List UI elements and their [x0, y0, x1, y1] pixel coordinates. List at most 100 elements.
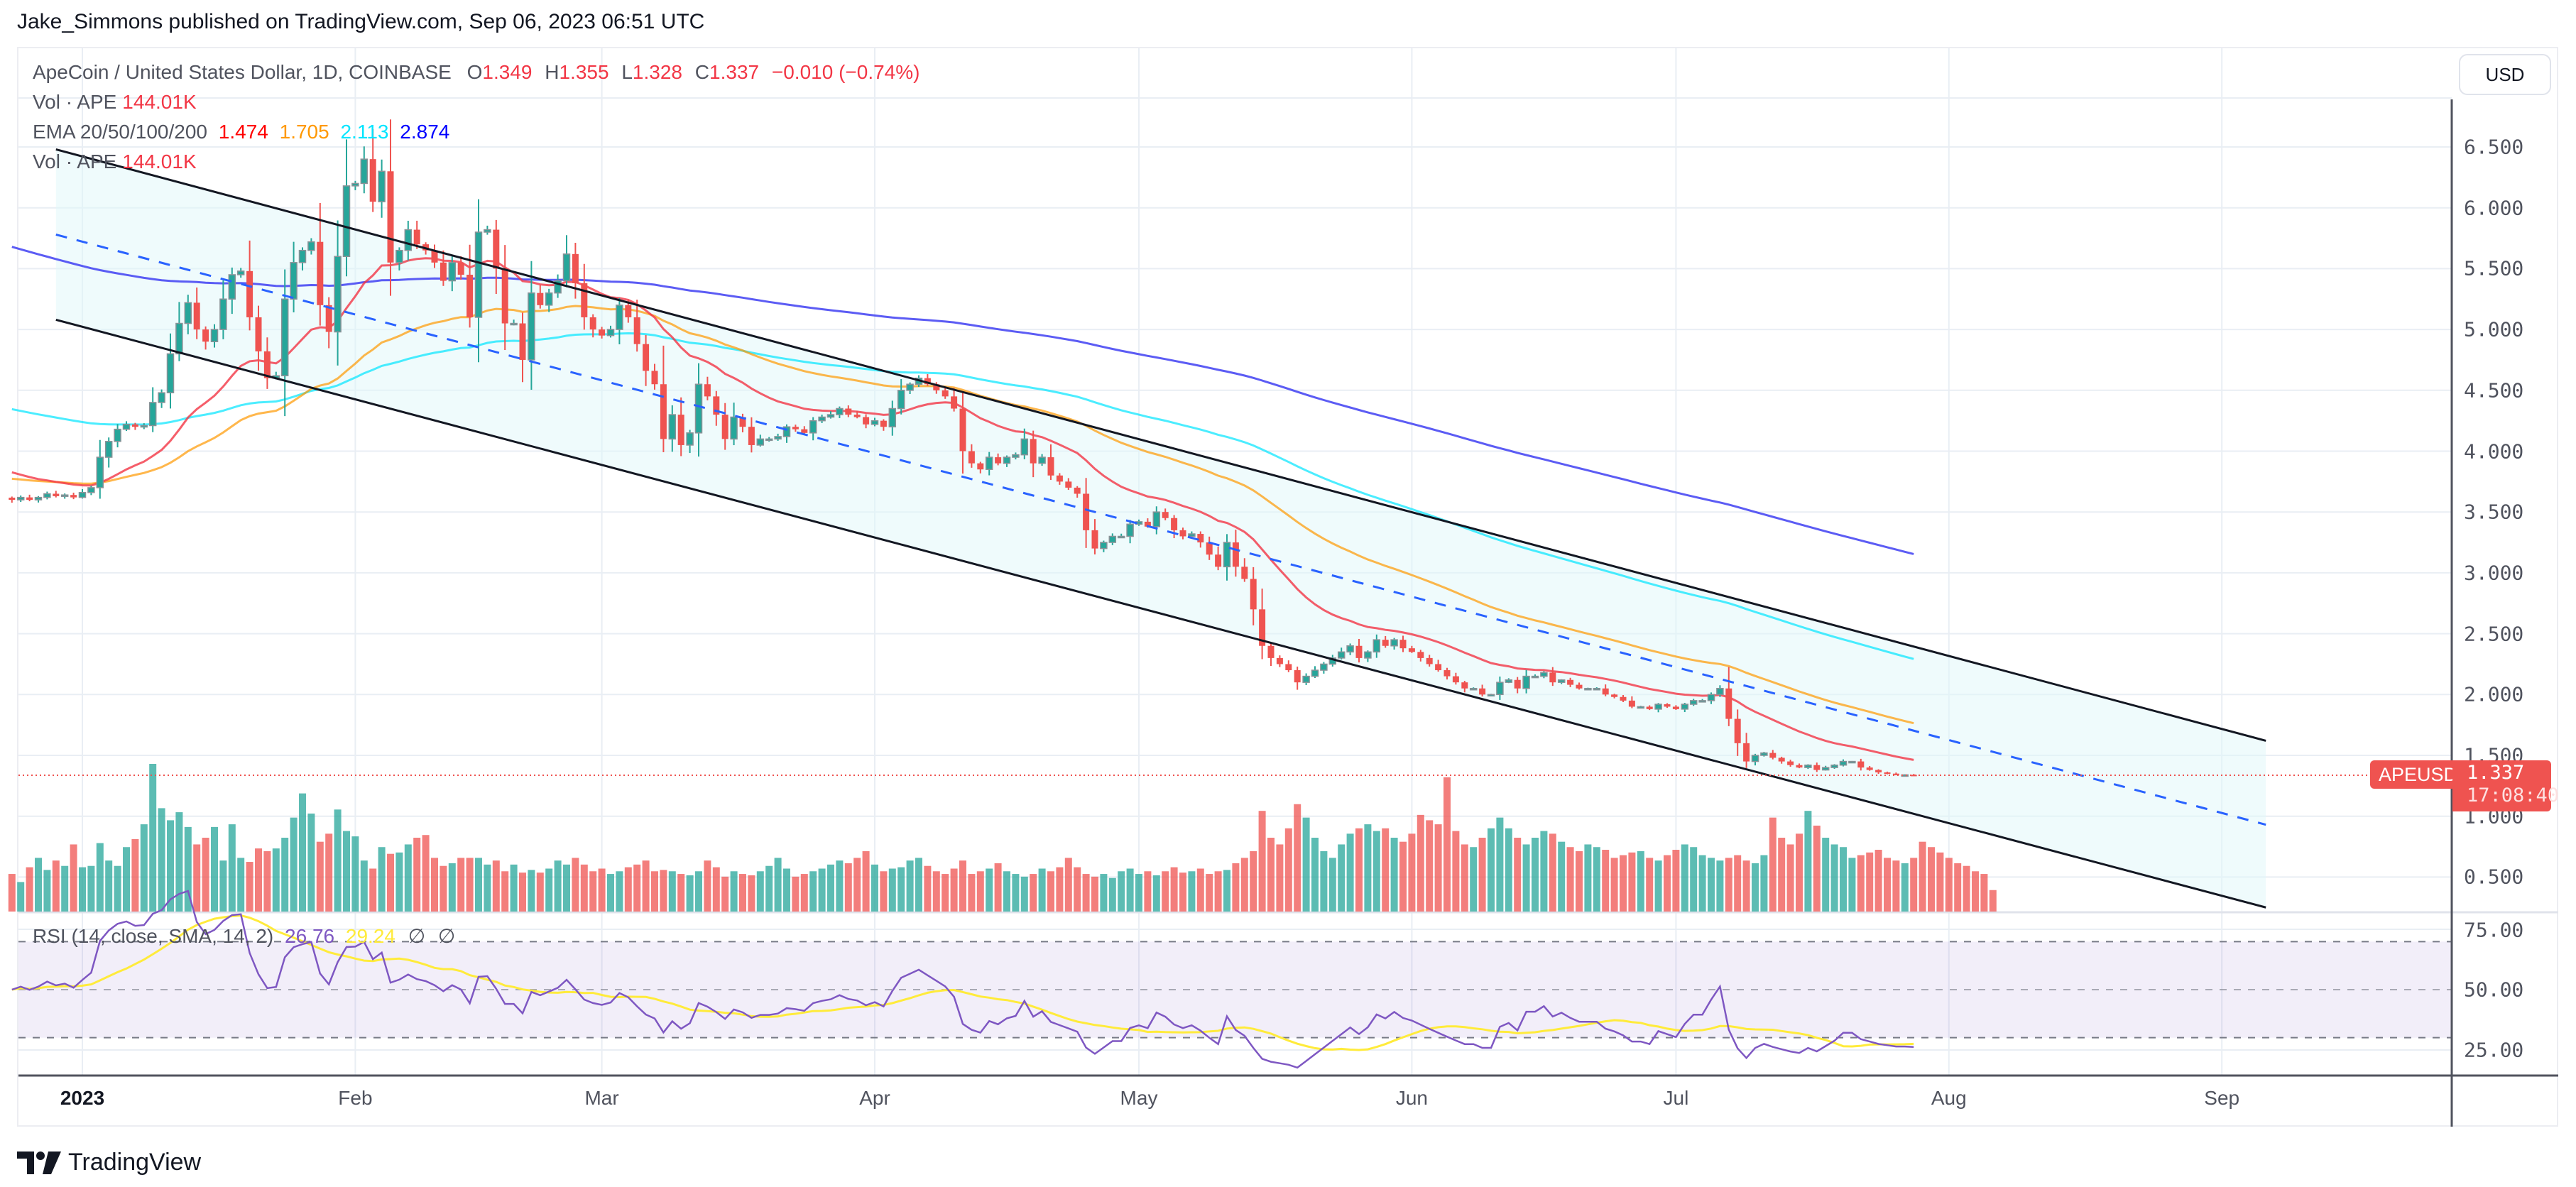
candle-up	[158, 392, 165, 403]
ema-label[interactable]: EMA 20/50/100/200	[33, 121, 207, 143]
volume-bar	[1698, 855, 1706, 912]
volume-bar	[545, 868, 553, 912]
volume-bar	[1549, 833, 1556, 912]
volume-bar	[387, 853, 394, 912]
volume-bar	[1399, 841, 1407, 912]
volume-bar	[1690, 847, 1698, 912]
candle-down	[1417, 652, 1424, 658]
candle-down	[643, 344, 650, 371]
candle-up	[1531, 675, 1539, 679]
candle-down	[457, 262, 464, 275]
candle-up	[1698, 700, 1706, 703]
candle-down	[1796, 765, 1803, 768]
price-tick-label: 4.000	[2464, 439, 2524, 463]
candle-up	[826, 414, 835, 418]
low-label: L	[621, 61, 633, 83]
candle-down	[1408, 648, 1415, 652]
candle-up	[1557, 679, 1566, 683]
volume-bar	[1708, 858, 1715, 912]
currency-button[interactable]: USD	[2459, 54, 2551, 95]
candle-up	[1223, 542, 1231, 568]
candle-down	[1162, 512, 1169, 518]
volume-bar	[1734, 855, 1742, 912]
volume-label[interactable]: Vol · APE	[33, 91, 117, 113]
volume-bar	[1461, 844, 1468, 912]
candle-up	[351, 182, 359, 187]
candle-down	[1664, 704, 1671, 707]
volume-bar	[880, 871, 888, 912]
candle-down	[1787, 761, 1794, 765]
volume-bar	[492, 860, 500, 912]
candle-down	[633, 317, 640, 344]
candle-down	[1734, 718, 1741, 743]
candle-up	[528, 292, 535, 361]
volume-bar	[1408, 833, 1416, 912]
candle-up	[1654, 704, 1662, 710]
volume-bar	[316, 841, 324, 912]
volume-label-2[interactable]: Vol · APE	[33, 151, 117, 173]
volume-bar	[501, 871, 509, 912]
volume-bar	[466, 858, 474, 912]
rsi-label[interactable]: RSI (14, close, SMA, 14, 2)	[33, 925, 274, 947]
channel-lower-line	[55, 318, 2266, 909]
volume-bar	[1311, 838, 1319, 912]
candle-down	[246, 270, 253, 317]
candle-down	[70, 495, 77, 498]
volume-bar	[915, 858, 922, 912]
symbol-title[interactable]: ApeCoin / United States Dollar, 1D, COIN…	[33, 61, 452, 83]
tradingview-logo[interactable]: TradingView	[17, 1149, 201, 1176]
candle-down	[1294, 670, 1301, 683]
volume-bar	[484, 864, 491, 912]
candle-up	[730, 416, 738, 440]
volume-bar	[149, 764, 157, 912]
candle-down	[581, 283, 588, 317]
bar-countdown: 17:08:40	[2467, 784, 2560, 806]
volume-bar	[158, 808, 165, 912]
ema50-value: 1.705	[279, 121, 329, 143]
candle-down	[537, 292, 544, 305]
volume-bar	[246, 862, 253, 912]
candle-up	[114, 428, 121, 442]
volume-bar	[307, 813, 315, 912]
candle-down	[1382, 640, 1389, 646]
volume-bar	[580, 864, 588, 912]
volume-bar	[1752, 863, 1759, 912]
candle-down	[589, 317, 596, 330]
ema100-line	[11, 332, 1914, 660]
time-tick-label: Sep	[2204, 1087, 2240, 1109]
candle-up	[1804, 764, 1812, 768]
volume-bar	[1576, 850, 1583, 912]
volume-bar	[1610, 858, 1618, 912]
candle-down	[413, 229, 420, 245]
candle-up	[342, 185, 351, 258]
candle-up	[1751, 755, 1759, 762]
volume-bar	[1372, 831, 1380, 912]
candle-up	[96, 456, 104, 488]
volume-bar	[554, 860, 562, 912]
volume-bar	[448, 863, 456, 912]
price-tick-label: 6.500	[2464, 135, 2524, 159]
volume-bar	[193, 844, 201, 912]
candle-up	[1716, 687, 1724, 696]
candle-down	[880, 420, 887, 427]
volume-bar	[1874, 850, 1882, 912]
volume-bar	[167, 820, 174, 912]
candle-up	[1689, 700, 1698, 705]
change-value: −0.010 (−0.74%)	[771, 61, 920, 83]
candle-down	[995, 457, 1002, 464]
candle-up	[1152, 511, 1161, 527]
volume-bar	[1928, 847, 1935, 912]
candle-up	[545, 292, 553, 306]
candle-up	[818, 416, 826, 422]
volume-bar	[1294, 804, 1301, 912]
candle-down	[1179, 530, 1186, 537]
candle-down	[1435, 664, 1442, 671]
volume-bar	[1170, 867, 1178, 912]
volume-bar	[660, 870, 667, 912]
volume-bar	[1813, 825, 1821, 912]
volume-bar	[1919, 841, 1926, 912]
candle-down	[1197, 534, 1204, 543]
candle-down	[1620, 696, 1627, 701]
volume-bar	[642, 860, 650, 912]
